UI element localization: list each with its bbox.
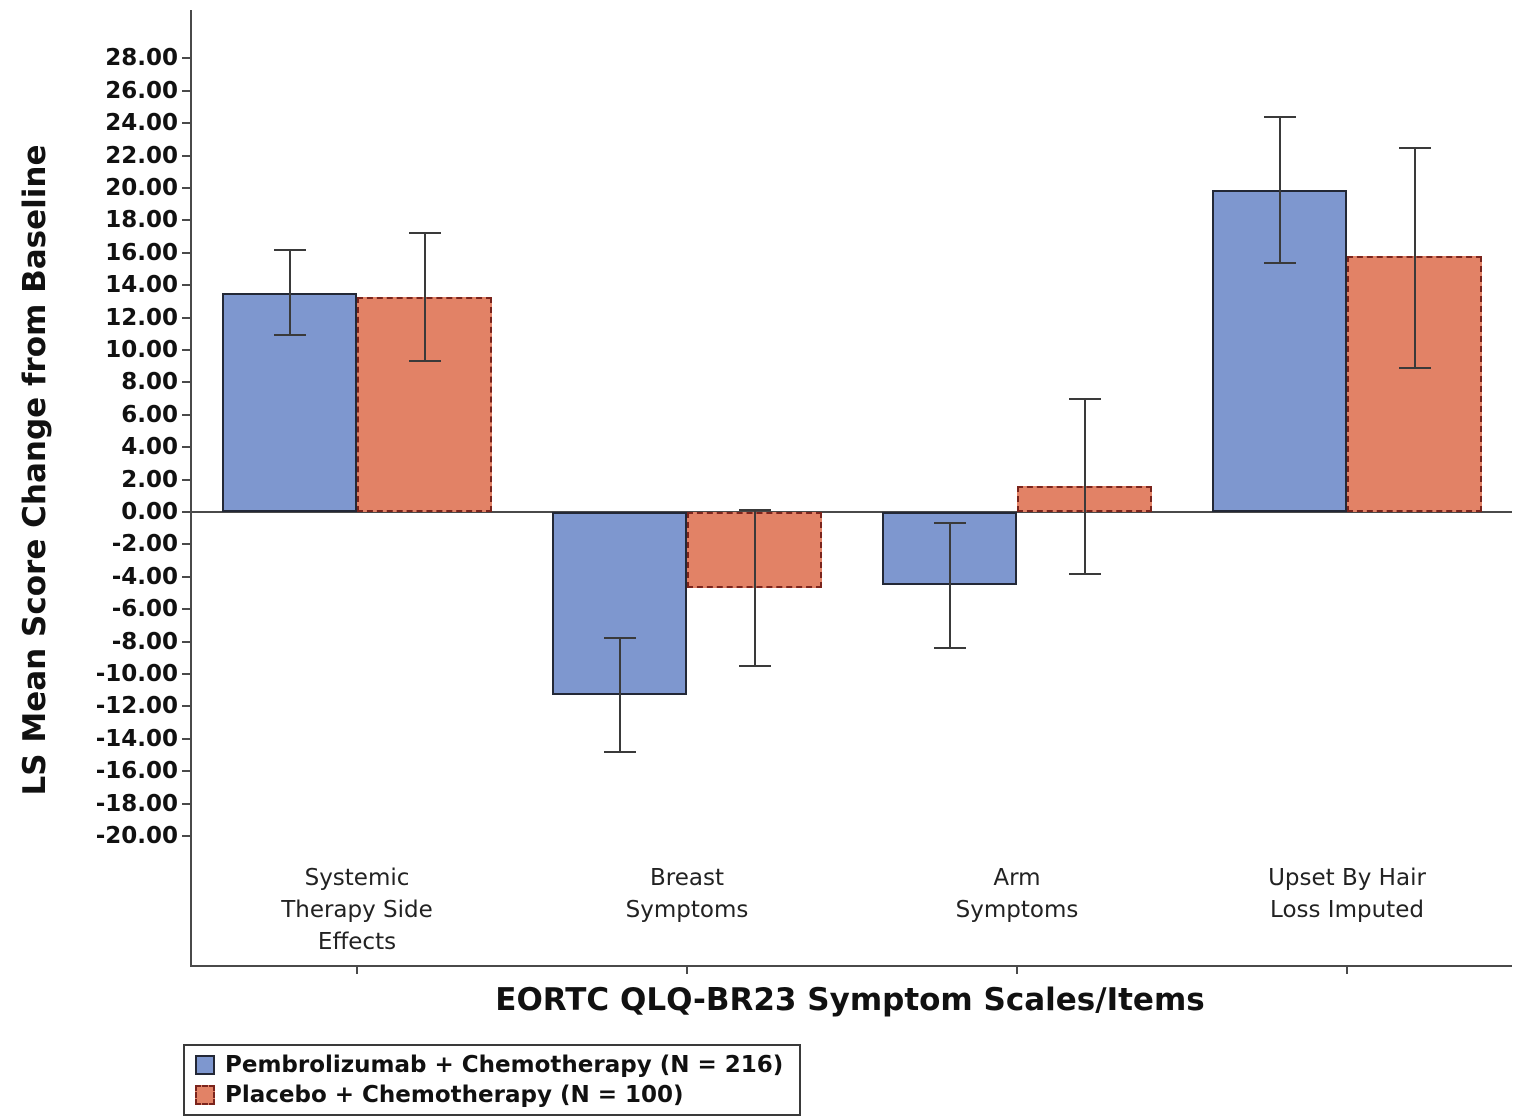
y-tick-label: 20.00 bbox=[105, 175, 178, 201]
y-tick-label: 14.00 bbox=[105, 272, 178, 299]
y-tick-label: 2.00 bbox=[121, 466, 178, 493]
legend-label: Pembrolizumab + Chemotherapy (N = 216) bbox=[225, 1052, 784, 1078]
error-bar-line bbox=[1413, 147, 1416, 368]
y-tick-label: -16.00 bbox=[95, 758, 178, 785]
error-bar-line bbox=[948, 523, 951, 649]
error-bar-cap-bottom bbox=[603, 750, 636, 753]
x-axis-title: EORTC QLQ-BR23 Symptom Scales/Items bbox=[495, 982, 1205, 1018]
x-tick-mark bbox=[686, 965, 688, 974]
y-tick-label: 24.00 bbox=[105, 110, 178, 137]
y-tick-label: -20.00 bbox=[95, 823, 178, 849]
error-bar-cap-top bbox=[1398, 146, 1431, 149]
error-bar-line bbox=[1278, 116, 1281, 263]
error-bar-cap-bottom bbox=[1398, 366, 1431, 369]
y-tick-label: 26.00 bbox=[105, 77, 178, 104]
y-tick-mark bbox=[182, 381, 192, 384]
y-tick-mark bbox=[182, 57, 192, 60]
error-bar-cap-top bbox=[408, 232, 441, 235]
y-tick-label: -18.00 bbox=[95, 790, 178, 817]
y-tick-label: -8.00 bbox=[111, 628, 178, 655]
y-tick-mark bbox=[182, 673, 192, 675]
y-tick-label: -10.00 bbox=[95, 661, 178, 687]
y-tick-mark bbox=[182, 122, 192, 125]
y-tick-label: -2.00 bbox=[111, 531, 178, 558]
y-tick-label: 0.00 bbox=[121, 499, 178, 525]
y-tick-label: 18.00 bbox=[105, 207, 178, 234]
error-bar-line bbox=[618, 638, 621, 752]
y-tick-label: -14.00 bbox=[95, 725, 178, 752]
error-bar-line bbox=[423, 233, 426, 362]
x-tick-mark bbox=[356, 965, 358, 974]
y-tick-label: 28.00 bbox=[105, 45, 178, 72]
y-tick-label: 4.00 bbox=[121, 434, 178, 461]
y-tick-mark bbox=[182, 835, 192, 837]
error-bar-cap-bottom bbox=[738, 664, 771, 667]
error-bar-cap-bottom bbox=[408, 360, 441, 363]
y-axis-title: LS Mean Score Change from Baseline bbox=[17, 144, 53, 796]
error-bar-cap-bottom bbox=[1263, 261, 1296, 264]
legend-swatch bbox=[195, 1085, 215, 1105]
y-tick-mark bbox=[182, 608, 192, 611]
y-tick-mark bbox=[182, 154, 192, 157]
error-bar-cap-top bbox=[1263, 115, 1296, 118]
error-bar-line bbox=[1083, 398, 1086, 574]
error-bar-cap-bottom bbox=[273, 334, 306, 337]
legend-row: Placebo + Chemotherapy (N = 100) bbox=[195, 1082, 783, 1108]
error-bar-cap-top bbox=[738, 509, 771, 512]
y-tick-label: 22.00 bbox=[105, 142, 178, 169]
y-tick-label: 8.00 bbox=[121, 369, 178, 396]
y-tick-mark bbox=[182, 316, 192, 319]
y-tick-mark bbox=[182, 511, 192, 513]
y-tick-label: 6.00 bbox=[121, 401, 178, 428]
category-label: Breast Symptoms bbox=[625, 865, 749, 924]
legend-label: Placebo + Chemotherapy (N = 100) bbox=[225, 1082, 684, 1108]
category-label: Systemic Therapy Side Effects bbox=[281, 865, 433, 956]
error-bar-line bbox=[288, 249, 291, 336]
x-tick-mark bbox=[1346, 965, 1348, 974]
category-label: Upset By Hair Loss Imputed bbox=[1268, 865, 1426, 924]
y-tick-label: 12.00 bbox=[105, 304, 178, 331]
y-tick-label: 10.00 bbox=[105, 337, 178, 363]
y-tick-mark bbox=[182, 251, 192, 254]
y-tick-mark bbox=[182, 737, 192, 740]
x-tick-mark bbox=[1016, 965, 1018, 974]
y-tick-label: -12.00 bbox=[95, 693, 178, 720]
plot-area: 28.00 26.00 24.00 22.00 20.00 18.00 16.00 14.00… bbox=[96, 10, 1512, 974]
y-tick-mark bbox=[182, 446, 192, 449]
y-tick-mark bbox=[182, 284, 192, 287]
zero-baseline bbox=[192, 511, 1512, 513]
legend-row: Pembrolizumab + Chemotherapy (N = 216) bbox=[195, 1052, 783, 1078]
y-tick-mark bbox=[182, 478, 192, 481]
y-tick-mark bbox=[182, 219, 192, 222]
legend-swatch bbox=[195, 1055, 215, 1075]
error-bar-cap-top bbox=[1068, 397, 1101, 400]
y-tick-mark bbox=[182, 705, 192, 708]
error-bar-cap-top bbox=[273, 248, 306, 251]
y-tick-label: -6.00 bbox=[111, 596, 178, 623]
y-tick-mark bbox=[182, 89, 192, 92]
error-bar-line bbox=[753, 510, 756, 666]
y-tick-mark bbox=[182, 349, 192, 351]
y-tick-mark bbox=[182, 187, 192, 189]
y-tick-mark bbox=[182, 413, 192, 416]
y-tick-mark bbox=[182, 575, 192, 578]
error-bar-cap-top bbox=[603, 637, 636, 640]
y-tick-mark bbox=[182, 640, 192, 643]
error-bar-cap-bottom bbox=[933, 647, 966, 650]
bar-placebo bbox=[1347, 256, 1482, 512]
category-label: Arm Symptoms bbox=[955, 865, 1079, 924]
y-tick-mark bbox=[182, 770, 192, 773]
error-bar-cap-top bbox=[933, 522, 966, 525]
y-tick-mark bbox=[182, 802, 192, 805]
error-bar-cap-bottom bbox=[1068, 572, 1101, 575]
y-tick-label: 16.00 bbox=[105, 239, 178, 266]
y-tick-label: -4.00 bbox=[111, 563, 178, 590]
y-tick-mark bbox=[182, 543, 192, 546]
legend: Pembrolizumab + Chemotherapy (N = 216) Pl… bbox=[183, 1044, 802, 1116]
